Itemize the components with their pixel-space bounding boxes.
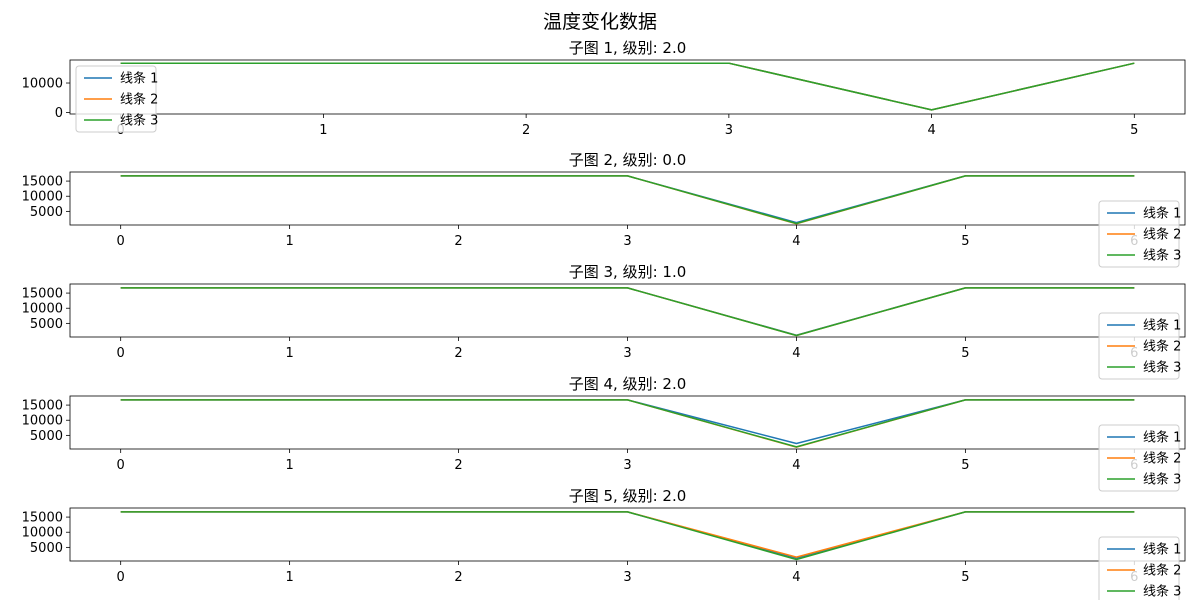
subplot-title: 子图 2, 级别: 0.0 bbox=[569, 151, 687, 169]
x-tick-label: 5 bbox=[961, 234, 969, 249]
y-tick-label: 5000 bbox=[30, 429, 63, 444]
subplot-3: 子图 3, 级别: 1.0012345650001000015000线条 1线条… bbox=[22, 263, 1186, 380]
legend-label: 线条 2 bbox=[1143, 451, 1181, 467]
x-tick-label: 4 bbox=[927, 123, 935, 138]
legend-label: 线条 3 bbox=[1143, 472, 1181, 488]
x-tick-label: 4 bbox=[792, 458, 800, 473]
legend-label: 线条 1 bbox=[1143, 430, 1181, 446]
series-line-3 bbox=[120, 175, 1135, 225]
y-tick-label: 15000 bbox=[22, 511, 63, 526]
x-tick-label: 1 bbox=[319, 123, 327, 138]
axes-frame bbox=[69, 59, 1186, 115]
x-tick-label: 1 bbox=[285, 458, 293, 473]
y-tick-label: 5000 bbox=[30, 317, 63, 332]
figure-suptitle: 温度变化数据 bbox=[543, 11, 657, 33]
y-tick-label: 15000 bbox=[22, 287, 63, 302]
y-tick-label: 5000 bbox=[30, 541, 63, 556]
x-tick-label: 5 bbox=[961, 570, 969, 585]
x-tick-label: 0 bbox=[117, 234, 125, 249]
x-tick-label: 3 bbox=[623, 458, 631, 473]
legend-label: 线条 2 bbox=[1143, 227, 1181, 243]
legend-box bbox=[75, 65, 157, 133]
x-tick-label: 0 bbox=[117, 346, 125, 361]
series-line-3 bbox=[120, 62, 1135, 111]
legend-box bbox=[1098, 312, 1180, 380]
x-tick-label: 2 bbox=[454, 234, 462, 249]
y-tick-label: 10000 bbox=[22, 190, 63, 205]
y-tick-label: 10000 bbox=[22, 414, 63, 429]
x-tick-label: 5 bbox=[1130, 123, 1138, 138]
x-tick-label: 1 bbox=[285, 570, 293, 585]
x-tick-label: 4 bbox=[792, 346, 800, 361]
x-tick-label: 0 bbox=[117, 570, 125, 585]
x-tick-label: 2 bbox=[454, 570, 462, 585]
legend-label: 线条 2 bbox=[1143, 339, 1181, 355]
legend-label: 线条 1 bbox=[1143, 318, 1181, 334]
subplot-title: 子图 3, 级别: 1.0 bbox=[569, 263, 687, 281]
legend: 线条 1 线条 2 线条 3 bbox=[1098, 200, 1181, 268]
legend-label: 线条 2 bbox=[120, 92, 158, 108]
legend-label: 线条 1 bbox=[1143, 542, 1181, 558]
x-tick-label: 1 bbox=[285, 346, 293, 361]
y-tick-label: 5000 bbox=[30, 205, 63, 220]
x-tick-label: 2 bbox=[454, 458, 462, 473]
y-tick-label: 10000 bbox=[22, 526, 63, 541]
legend-label: 线条 1 bbox=[120, 71, 158, 87]
subplot-5: 子图 5, 级别: 2.0012345650001000015000线条 1线条… bbox=[22, 487, 1186, 600]
series-line-3 bbox=[120, 511, 1135, 561]
legend-label: 线条 3 bbox=[120, 113, 158, 129]
x-tick-label: 5 bbox=[961, 458, 969, 473]
legend-box bbox=[1098, 200, 1180, 268]
legend: 线条 1 线条 2 线条 3 bbox=[75, 65, 158, 133]
x-tick-label: 2 bbox=[522, 123, 530, 138]
y-tick-label: 0 bbox=[55, 106, 63, 121]
subplot-title: 子图 5, 级别: 2.0 bbox=[569, 487, 687, 505]
legend-label: 线条 3 bbox=[1143, 360, 1181, 376]
subplot-1: 子图 1, 级别: 2.0012345010000线条 1线条 2线条 3 bbox=[22, 39, 1186, 138]
subplot-title: 子图 4, 级别: 2.0 bbox=[569, 375, 687, 393]
x-tick-label: 4 bbox=[792, 234, 800, 249]
x-tick-label: 4 bbox=[792, 570, 800, 585]
y-tick-label: 10000 bbox=[22, 77, 63, 92]
x-tick-label: 3 bbox=[623, 570, 631, 585]
x-tick-label: 1 bbox=[285, 234, 293, 249]
subplots: 子图 1, 级别: 2.0 0 1 2 3 4 5 0 10000 线条 1 线条 2 线条 3 子图 … bbox=[22, 39, 1186, 600]
x-tick-label: 3 bbox=[623, 346, 631, 361]
x-tick-label: 3 bbox=[623, 234, 631, 249]
y-tick-label: 15000 bbox=[22, 175, 63, 190]
x-tick-label: 5 bbox=[961, 346, 969, 361]
x-tick-label: 2 bbox=[454, 346, 462, 361]
legend: 线条 1 线条 2 线条 3 bbox=[1098, 424, 1181, 492]
subplot-4: 子图 4, 级别: 2.0012345650001000015000线条 1线条… bbox=[22, 375, 1186, 492]
y-tick-label: 10000 bbox=[22, 302, 63, 317]
subplot-title: 子图 1, 级别: 2.0 bbox=[569, 39, 687, 57]
legend-box bbox=[1098, 536, 1180, 600]
legend-label: 线条 3 bbox=[1143, 584, 1181, 600]
x-tick-label: 0 bbox=[117, 458, 125, 473]
series-line-3 bbox=[120, 399, 1135, 448]
legend: 线条 1 线条 2 线条 3 bbox=[1098, 536, 1181, 600]
legend-label: 线条 1 bbox=[1143, 206, 1181, 222]
subplot-2: 子图 2, 级别: 0.0012345650001000015000线条 1线条… bbox=[22, 151, 1186, 268]
series-line-3 bbox=[120, 287, 1135, 337]
legend-label: 线条 3 bbox=[1143, 248, 1181, 264]
legend-label: 线条 2 bbox=[1143, 563, 1181, 579]
y-tick-label: 15000 bbox=[22, 399, 63, 414]
x-tick-label: 3 bbox=[725, 123, 733, 138]
legend-box bbox=[1098, 424, 1180, 492]
legend: 线条 1 线条 2 线条 3 bbox=[1098, 312, 1181, 380]
